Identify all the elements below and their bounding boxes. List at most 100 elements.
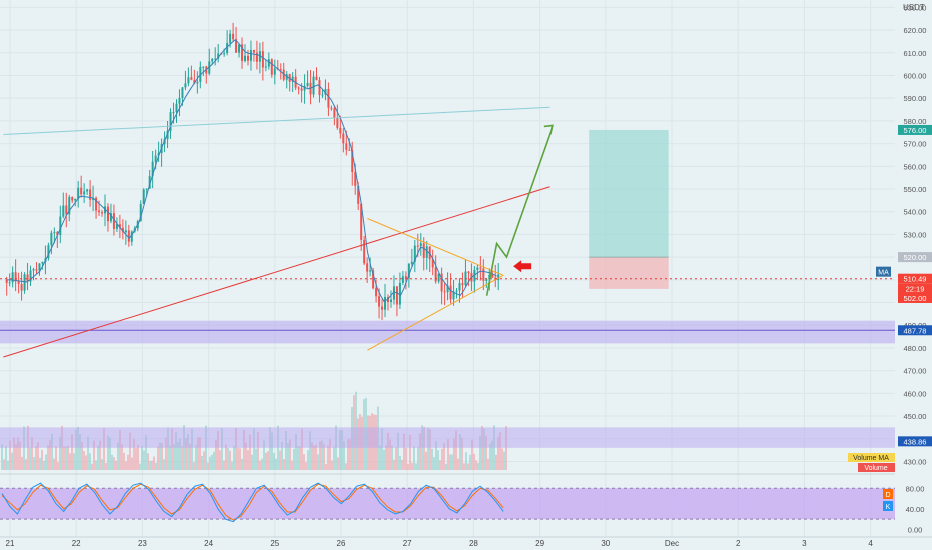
zones xyxy=(0,129,895,448)
candle-body xyxy=(354,172,357,186)
candle-body xyxy=(244,55,247,62)
price-badge-label: 510.49 xyxy=(904,275,927,284)
candle-body xyxy=(238,44,241,53)
candle-body xyxy=(434,267,437,282)
candle-body xyxy=(29,270,32,282)
series-badge-label: K xyxy=(886,504,891,511)
price-tick-label: 590.00 xyxy=(904,94,927,103)
price-tick-label: 430.00 xyxy=(904,457,927,466)
candle-body xyxy=(226,42,229,54)
candle-body xyxy=(154,155,157,162)
forecast-path[interactable] xyxy=(485,125,554,296)
series-badge-label: D xyxy=(885,492,890,499)
candle-body xyxy=(106,206,109,222)
candle-body xyxy=(327,88,330,108)
candle-body xyxy=(479,267,482,269)
candle-body xyxy=(312,76,315,95)
candle-body xyxy=(306,82,309,87)
candle-body xyxy=(148,176,151,189)
candle-body xyxy=(80,187,83,195)
time-axis[interactable]: 21 22 23 24 25 26 27 28 29 30 Dec 2 3 4 xyxy=(6,539,874,548)
candle-body xyxy=(121,227,124,233)
candle-body xyxy=(333,108,336,118)
candle-body xyxy=(175,103,178,112)
price-tick-label: 610.00 xyxy=(904,49,927,58)
price-tick-label: 560.00 xyxy=(904,162,927,171)
candle-body xyxy=(47,245,50,259)
candle-body xyxy=(145,188,148,190)
price-badge xyxy=(898,292,932,303)
candle-body xyxy=(410,261,413,264)
trend-line[interactable] xyxy=(3,186,550,358)
red-arrow-icon xyxy=(513,260,532,273)
price-axis[interactable]: USDT 630.00 620.00 610.00 600.00 590.00 580.0… xyxy=(848,3,932,534)
candle-body xyxy=(118,224,121,228)
candle-body xyxy=(324,88,327,95)
candle-body xyxy=(14,272,17,282)
volume-badge[interactable] xyxy=(858,463,895,472)
candle-body xyxy=(360,203,363,240)
price-tick-label: 540.00 xyxy=(904,208,927,217)
trend-line[interactable] xyxy=(367,218,504,276)
candle-body xyxy=(5,279,8,283)
x-tick-label: 21 xyxy=(6,539,15,548)
price-tick-label: 630.00 xyxy=(904,3,927,12)
candle-body xyxy=(217,53,220,59)
candle-body xyxy=(315,76,318,80)
candle-body xyxy=(300,88,303,91)
series-badge xyxy=(883,489,893,499)
x-tick-label: 23 xyxy=(138,539,147,548)
candle-body xyxy=(101,212,104,214)
x-tick-label: 3 xyxy=(802,539,807,548)
candle-body xyxy=(83,191,86,195)
candle-body xyxy=(181,87,184,99)
candle-body xyxy=(59,216,62,236)
trend-line[interactable] xyxy=(3,106,550,136)
ma-badge-label: MA xyxy=(878,270,889,277)
candle-body xyxy=(446,285,449,293)
osc-tick-label: 80.00 xyxy=(906,484,925,493)
price-tick-label: 470.00 xyxy=(904,367,927,376)
x-tick-label: 25 xyxy=(270,539,279,548)
candle-body xyxy=(428,246,431,260)
price-tick-label: 580.00 xyxy=(904,117,927,126)
x-tick-label: 22 xyxy=(72,539,81,548)
candle-body xyxy=(166,130,169,140)
x-tick-label: 26 xyxy=(337,539,346,548)
candle-body xyxy=(35,269,38,271)
price-tick-label: 530.00 xyxy=(904,230,927,239)
candle-body xyxy=(389,299,392,302)
drawings[interactable] xyxy=(0,106,895,358)
price-badge-label: 487.78 xyxy=(904,326,927,335)
candle-body xyxy=(98,210,101,213)
candle-body xyxy=(211,58,214,62)
candle-body xyxy=(378,296,381,307)
candle-body xyxy=(56,231,59,236)
x-tick-label: 28 xyxy=(469,539,478,548)
candle-body xyxy=(443,291,446,293)
candles xyxy=(5,22,500,321)
candle-body xyxy=(348,149,351,151)
price-badge xyxy=(898,273,932,284)
candle-body xyxy=(196,81,199,84)
candle-body xyxy=(62,205,65,217)
candle-body xyxy=(17,281,20,284)
candle-body xyxy=(26,274,29,282)
series-badge xyxy=(883,501,893,511)
price-badge xyxy=(898,436,932,447)
ma-badge[interactable] xyxy=(876,266,891,277)
candle-body xyxy=(375,288,378,297)
trend-line[interactable] xyxy=(367,274,504,351)
oscillator-panel xyxy=(0,482,895,523)
candle-body xyxy=(440,273,443,292)
candle-body xyxy=(202,66,205,68)
osc-tick-label: 40.00 xyxy=(906,505,925,514)
candle-body xyxy=(232,33,235,40)
candle-body xyxy=(318,79,321,96)
candle-body xyxy=(381,306,384,310)
candle-body xyxy=(425,246,428,258)
candle-body xyxy=(345,143,348,150)
candle-body xyxy=(252,50,255,53)
volume-ma-badge[interactable] xyxy=(848,453,895,462)
